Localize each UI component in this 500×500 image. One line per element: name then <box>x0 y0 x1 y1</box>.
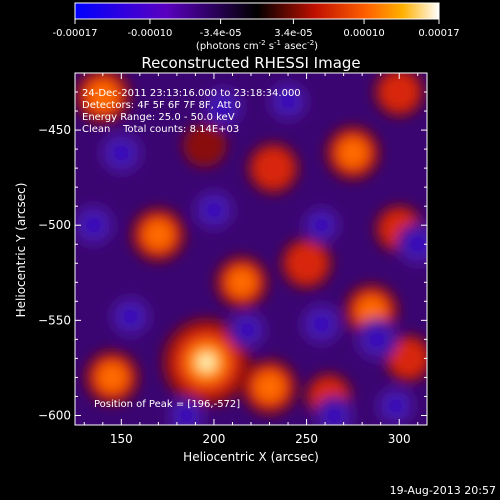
y-tick-label: −450 <box>38 123 71 137</box>
heat-blob <box>97 363 127 392</box>
heat-blob <box>287 243 327 283</box>
heat-blob <box>144 220 173 250</box>
heat-blob <box>409 236 426 253</box>
heat-blob <box>113 144 130 162</box>
heat-blob <box>254 372 285 402</box>
timestamp: 19-Aug-2013 20:57 <box>390 484 496 497</box>
x-tick-label: 150 <box>110 432 133 446</box>
annotation-total-counts: Clean Total counts: 8.14E+03 <box>82 124 239 135</box>
x-tick-label: 300 <box>388 432 411 446</box>
y-tick-label: −550 <box>38 313 71 327</box>
heat-blob <box>357 296 386 326</box>
heat-blob <box>253 148 293 188</box>
heat-blob <box>338 138 368 168</box>
colorbar-unit-label: (photons cm-2 s-1 asec-2) <box>196 39 318 52</box>
y-axis: −450 −500 −550 −600 <box>38 72 427 422</box>
heat-blob <box>206 202 222 218</box>
heat-blob <box>326 407 342 424</box>
y-axis-label: Heliocentric Y (arcsec) <box>14 183 28 318</box>
annotation-detectors: Detectors: 4F 5F 6F 7F 8F, Att 0 <box>82 100 241 111</box>
heat-blob <box>313 316 330 333</box>
colorbar-tick-label: -0.00017 <box>53 28 98 39</box>
colorbar-tick-label: 0.00010 <box>343 28 384 39</box>
heat-blob <box>178 408 194 423</box>
heat-blob <box>122 308 139 325</box>
x-axis: 150 200 250 300 <box>83 73 419 446</box>
y-tick-label: −600 <box>38 408 71 422</box>
heat-blob <box>227 268 256 297</box>
x-axis-label: Heliocentric X (arcsec) <box>183 450 319 464</box>
colorbar-ticks: -0.00017 -0.00010 -3.4e-05 3.4e-05 0.00010 0.… <box>53 19 460 39</box>
colorbar-tick-label: -3.4e-05 <box>200 28 242 39</box>
heat-blob <box>85 217 102 234</box>
colorbar <box>75 3 439 19</box>
heatmap-image <box>75 73 427 425</box>
y-tick-label: −500 <box>38 218 71 232</box>
colorbar-tick-label: -0.00010 <box>127 28 172 39</box>
heat-blob <box>215 99 232 116</box>
colorbar-tick-label: 3.4e-05 <box>274 28 312 39</box>
annotation-peak-position: Position of Peak = [196,-572] <box>94 399 240 410</box>
heat-blob <box>388 398 403 414</box>
heat-blob <box>88 81 118 111</box>
heat-blob <box>198 354 215 371</box>
heat-blob <box>368 331 386 348</box>
heat-blob <box>280 93 296 110</box>
heat-blob <box>380 73 419 112</box>
colorbar-tick-label: 0.00017 <box>418 28 459 39</box>
x-tick-label: 200 <box>202 432 225 446</box>
heat-blob <box>390 340 427 377</box>
annotation-time-range: 24-Dec-2011 23:13:16.000 to 23:18:34.000 <box>82 88 301 99</box>
annotation-energy-range: Energy Range: 25.0 - 50.0 keV <box>82 112 235 123</box>
heat-blob <box>182 123 227 168</box>
chart-title: Reconstructed RHESSI Image <box>141 54 360 72</box>
heat-blob <box>239 322 255 338</box>
heat-blob <box>314 218 329 233</box>
x-tick-label: 250 <box>295 432 318 446</box>
